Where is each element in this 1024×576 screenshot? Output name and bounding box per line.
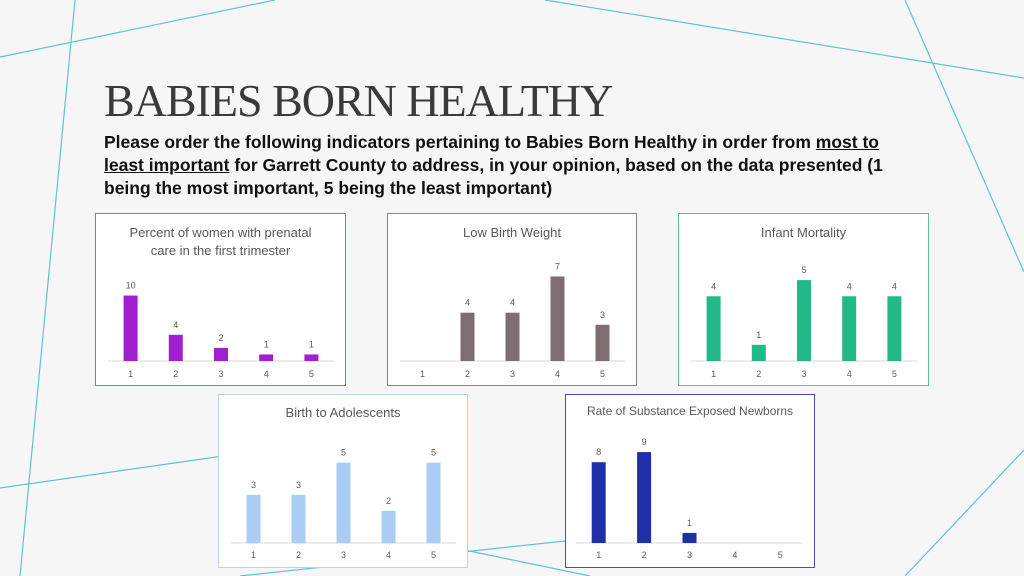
- x-tick-label: 2: [642, 550, 647, 560]
- bar: [426, 462, 441, 543]
- x-tick-label: 4: [386, 550, 391, 560]
- data-label: 4: [847, 281, 852, 291]
- bar: [751, 344, 766, 361]
- instructions-part1: Please order the following indicators pe…: [104, 132, 816, 152]
- x-tick-label: 5: [892, 369, 897, 379]
- data-label: 4: [510, 298, 515, 308]
- x-tick-label: 5: [778, 550, 783, 560]
- x-tick-label: 5: [309, 369, 314, 379]
- bar: [246, 494, 261, 543]
- data-label: 10: [126, 281, 136, 291]
- bar: [259, 354, 274, 361]
- data-label: 7: [555, 261, 560, 271]
- data-label: 1: [687, 518, 692, 528]
- chart-panel-infant-mortality: Infant Mortality 1 4 2 1 3 5 4 4 5 4: [678, 213, 929, 386]
- bar: [706, 296, 721, 361]
- data-label: 2: [386, 496, 391, 506]
- x-tick-label: 2: [296, 550, 301, 560]
- data-label: 3: [251, 480, 256, 490]
- chart-panel-substance-exposed-newborns: Rate of Substance Exposed Newborns 1 8 2 9 3…: [565, 394, 815, 568]
- bar: [168, 334, 183, 361]
- bar: [637, 452, 652, 543]
- bar: [591, 462, 606, 543]
- x-tick-label: 3: [341, 550, 346, 560]
- x-tick-label: 1: [711, 369, 716, 379]
- data-label: 3: [296, 480, 301, 490]
- bar: [304, 354, 319, 361]
- chart-panel-low-birth-weight: Low Birth Weight 1 2 4 3 4 4 7 5 3: [387, 213, 637, 386]
- bar: [123, 295, 138, 361]
- bar-chart-infant-mortality: 1 4 2 1 3 5 4 4 5 4: [691, 265, 917, 379]
- x-tick-label: 1: [251, 550, 256, 560]
- chart-title: Birth to Adolescents: [285, 405, 401, 420]
- chart-title: Low Birth Weight: [462, 225, 562, 240]
- x-tick-label: 5: [431, 550, 436, 560]
- x-tick-label: 4: [847, 369, 852, 379]
- x-tick-label: 3: [218, 369, 223, 379]
- bar: [550, 276, 565, 361]
- data-label: 2: [218, 333, 223, 343]
- x-tick-label: 3: [801, 369, 806, 379]
- x-tick-label: 3: [510, 369, 515, 379]
- chart-title: Rate of Substance Exposed Newborns: [586, 404, 794, 418]
- data-label: 8: [596, 447, 601, 457]
- data-label: 4: [892, 281, 897, 291]
- bar-chart-birth-to-adolescents: 1 3 2 3 3 5 4 2 5 5: [231, 448, 456, 560]
- bar-chart-prenatal-care: 1 10 2 4 3 2 4 1 5 1: [108, 281, 334, 379]
- data-label: 5: [801, 265, 806, 275]
- bar: [214, 347, 228, 361]
- chart-title: Percent of women with prenatal care in t…: [129, 225, 312, 258]
- x-tick-label: 5: [600, 369, 605, 379]
- bar: [460, 312, 475, 361]
- x-tick-label: 4: [732, 550, 737, 560]
- data-label: 4: [711, 281, 716, 291]
- chart-title: Infant Mortality: [760, 225, 847, 240]
- data-label: 9: [642, 437, 647, 447]
- bar: [595, 324, 610, 361]
- chart-panel-birth-to-adolescents: Birth to Adolescents 1 3 2 3 3 5 4 2 5 5: [218, 394, 468, 568]
- x-tick-label: 2: [173, 369, 178, 379]
- x-tick-label: 1: [128, 369, 133, 379]
- data-label: 1: [264, 339, 269, 349]
- data-label: 3: [600, 310, 605, 320]
- x-tick-label: 1: [420, 369, 425, 379]
- bar: [682, 532, 697, 543]
- instructions-emphasis: most to least important: [104, 132, 879, 175]
- data-label: 4: [173, 320, 178, 330]
- bar: [336, 462, 351, 543]
- bar: [291, 494, 306, 543]
- bar-chart-substance-exposed-newborns: 1 8 2 9 3 1 4 5: [576, 437, 803, 560]
- bar: [887, 296, 902, 361]
- x-tick-label: 4: [264, 369, 269, 379]
- instructions-text: Please order the following indicators pe…: [104, 131, 904, 200]
- bar: [505, 312, 520, 361]
- x-tick-label: 3: [687, 550, 692, 560]
- bar: [797, 280, 811, 361]
- data-label: 5: [431, 448, 436, 458]
- data-label: 4: [465, 298, 470, 308]
- data-label: 1: [756, 330, 761, 340]
- instructions-part2: for Garrett County to address, in your o…: [104, 155, 883, 198]
- data-label: 5: [341, 448, 346, 458]
- x-tick-label: 1: [596, 550, 601, 560]
- x-tick-label: 4: [555, 369, 560, 379]
- x-tick-label: 2: [756, 369, 761, 379]
- data-label: 1: [309, 339, 314, 349]
- bar: [381, 510, 396, 543]
- page-title: BABIES BORN HEALTHY: [104, 75, 613, 126]
- bar-chart-low-birth-weight: 1 2 4 3 4 4 7 5 3: [400, 261, 625, 379]
- chart-panel-prenatal-care: Percent of women with prenatal care in t…: [95, 213, 346, 386]
- bar: [842, 296, 857, 361]
- x-tick-label: 2: [465, 369, 470, 379]
